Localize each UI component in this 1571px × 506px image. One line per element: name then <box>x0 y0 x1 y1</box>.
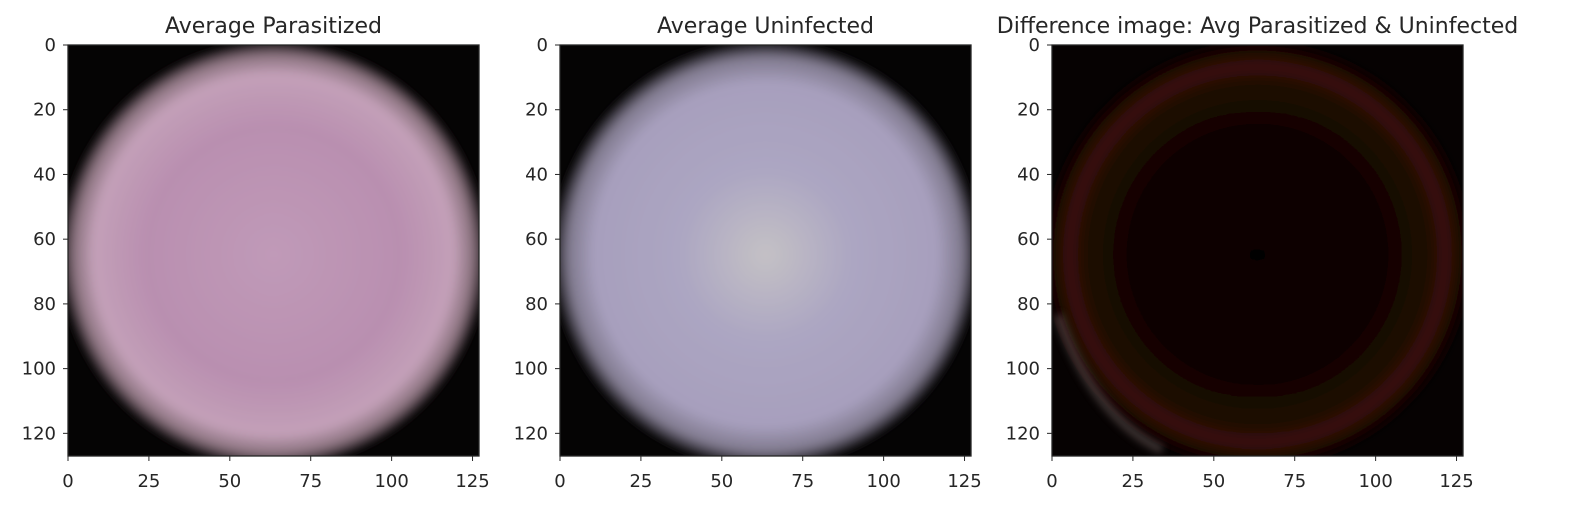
x-tick-label: 75 <box>1283 471 1306 492</box>
y-tick-label: 60 <box>525 229 548 250</box>
y-tick-label: 100 <box>514 359 548 380</box>
cell-region <box>560 45 971 456</box>
axes-frame <box>559 44 972 457</box>
y-tick-label: 80 <box>525 294 548 315</box>
image-2 <box>560 45 971 456</box>
x-tick-label: 50 <box>1202 471 1225 492</box>
y-tick-label: 0 <box>537 35 548 56</box>
x-tick-label: 125 <box>1439 471 1473 492</box>
y-tick-label: 60 <box>1017 229 1040 250</box>
panel-2: Average Uninfected 0 25 50 75 100 125 0 20 40 60 80… <box>514 14 982 492</box>
y-tick-label: 80 <box>1017 294 1040 315</box>
y-tick-label: 0 <box>1029 35 1040 56</box>
y-tick-label: 60 <box>33 229 56 250</box>
x-tick-label: 100 <box>374 471 408 492</box>
x-tick-label: 125 <box>947 471 981 492</box>
edge-speckle <box>1053 313 1165 455</box>
axes-frame <box>67 44 480 457</box>
x-tick-label: 50 <box>218 471 241 492</box>
y-tick-label: 100 <box>22 359 56 380</box>
x-tick-label: 0 <box>554 471 565 492</box>
image-3 <box>1052 45 1463 456</box>
image-1 <box>68 45 479 456</box>
x-tick-label: 25 <box>137 471 160 492</box>
y-tick-label: 120 <box>514 423 548 444</box>
x-tick-label: 125 <box>455 471 489 492</box>
panel-1: Average Parasitized 0 25 50 75 100 125 0 20 40 60 8… <box>22 14 490 492</box>
x-tick-label: 0 <box>62 471 73 492</box>
y-tick-label: 80 <box>33 294 56 315</box>
y-tick-label: 20 <box>33 100 56 121</box>
panel-3: Difference image: Avg Parasitized & Unin… <box>997 14 1518 492</box>
y-tick-label: 40 <box>1017 164 1040 185</box>
x-tick-label: 0 <box>1046 471 1057 492</box>
x-tick-label: 100 <box>1358 471 1392 492</box>
x-tick-label: 100 <box>866 471 900 492</box>
y-tick-label: 20 <box>1017 100 1040 121</box>
y-tick-label: 40 <box>525 164 548 185</box>
y-tick-label: 120 <box>22 423 56 444</box>
y-tick-label: 20 <box>525 100 548 121</box>
y-tick-label: 100 <box>1006 359 1040 380</box>
cell-region <box>68 45 479 456</box>
panel-title: Average Parasitized <box>165 14 382 39</box>
x-tick-label: 25 <box>1121 471 1144 492</box>
axes-frame <box>1051 44 1464 457</box>
cell-region <box>1052 45 1463 456</box>
panel-title: Average Uninfected <box>657 14 874 39</box>
panel-title: Difference image: Avg Parasitized & Unin… <box>997 14 1518 39</box>
x-tick-label: 50 <box>710 471 733 492</box>
x-tick-label: 75 <box>791 471 814 492</box>
x-tick-label: 75 <box>299 471 322 492</box>
y-tick-label: 40 <box>33 164 56 185</box>
y-tick-label: 0 <box>45 35 56 56</box>
y-tick-label: 120 <box>1006 423 1040 444</box>
x-tick-label: 25 <box>629 471 652 492</box>
